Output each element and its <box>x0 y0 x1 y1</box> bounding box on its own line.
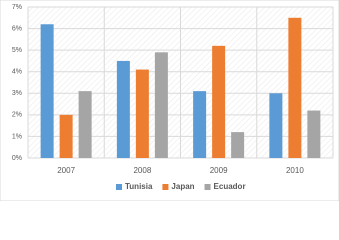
bar <box>116 60 130 158</box>
legend-label: Tunisia <box>125 182 153 191</box>
y-tick-label: 3% <box>12 90 22 97</box>
y-tick-label: 2% <box>12 112 22 119</box>
x-tick-label: 2007 <box>57 166 75 175</box>
y-tick-label: 7% <box>12 4 22 11</box>
legend-label: Japan <box>171 182 194 191</box>
legend-swatch <box>116 184 122 190</box>
legend-swatch <box>204 184 211 190</box>
bar <box>154 52 168 158</box>
bar <box>193 91 207 158</box>
y-tick-label: 4% <box>12 69 22 76</box>
bar <box>307 110 321 158</box>
bar <box>59 114 73 158</box>
bar <box>135 69 149 158</box>
legend-swatch <box>162 184 169 190</box>
bar <box>40 24 54 159</box>
y-tick-label: 6% <box>12 25 22 32</box>
y-tick-label: 0% <box>12 155 22 162</box>
x-tick-label: 2009 <box>210 166 228 175</box>
bar <box>288 17 302 158</box>
bar <box>212 45 226 159</box>
bar <box>269 93 283 158</box>
y-tick-label: 5% <box>12 47 22 54</box>
legend-label: Ecuador <box>214 182 246 191</box>
y-tick-label: 1% <box>12 133 22 140</box>
bar <box>78 91 92 158</box>
bar <box>231 132 245 158</box>
chart: 0% 1% 2% 3% 4% 5% 6% 7% 2007 2008 2009 2010 Tunisia J… <box>0 0 339 201</box>
x-tick-label: 2008 <box>133 166 151 175</box>
x-tick-label: 2010 <box>286 166 304 175</box>
